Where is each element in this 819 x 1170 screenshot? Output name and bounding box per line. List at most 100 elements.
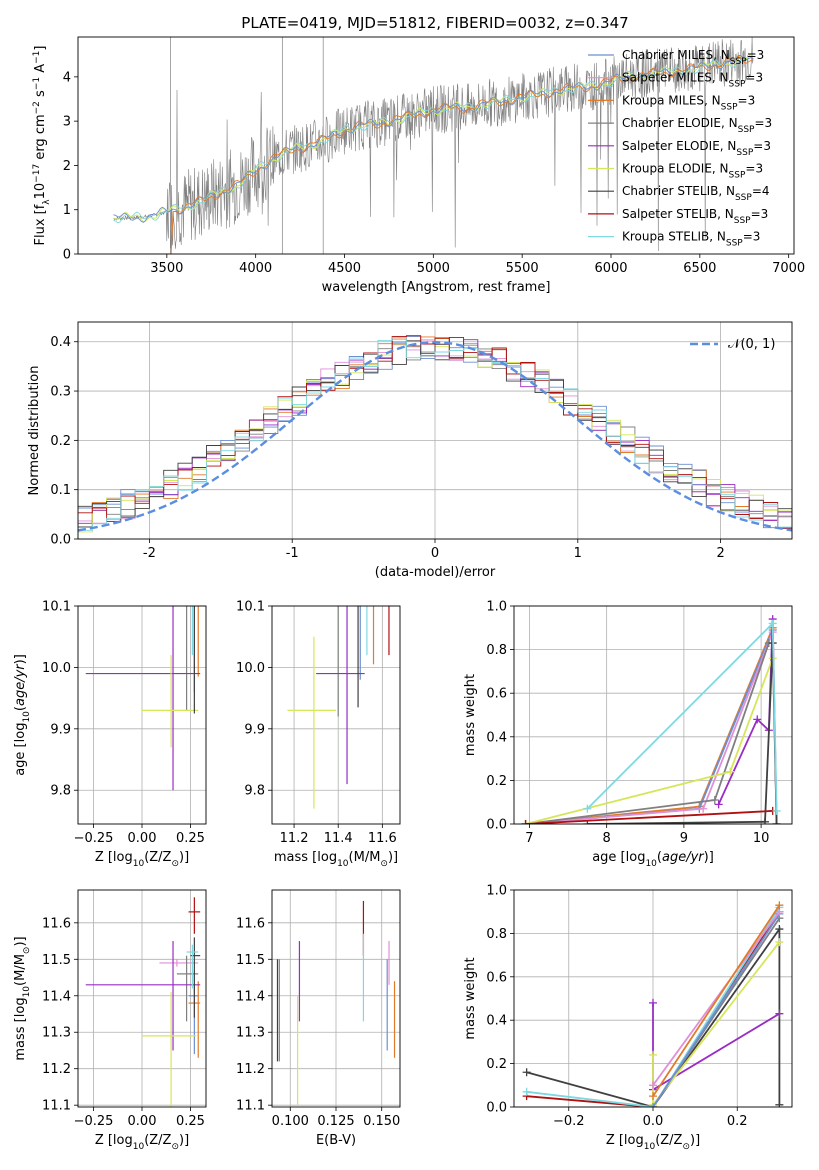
y-tick-label: 11.2: [42, 1062, 71, 1077]
plot-area-age_vs_Z: [85, 606, 201, 791]
x-tick-label: 10: [753, 831, 770, 846]
y-tick-label: 0.8: [486, 643, 507, 658]
legend-entry: Chabrier STELIB, NSSP=4: [622, 184, 770, 203]
series-marker: [775, 1100, 784, 1107]
y-tick-label: 0.4: [486, 730, 507, 745]
plot-area-mass_vs_ebv: [276, 900, 396, 1106]
axes-massweight_vs_Z: −0.2 0.0 0.2 0.0 0.2 0.4 0.6 0.8 1.0: [486, 884, 793, 1129]
series-marker: [760, 817, 769, 824]
y-tick-label: 2: [63, 159, 71, 174]
y-tick-label: 11.3: [42, 1026, 71, 1041]
series-line-chabrier_miles: [652, 913, 781, 1107]
x-tick-label: 7000: [772, 261, 805, 276]
x-axis-label: mass [log10(M/M⊙)]: [274, 850, 398, 869]
y-tick-label: 0.6: [486, 970, 507, 985]
plot-area-residuals: [78, 335, 792, 533]
y-axis-label: Flux [fλ10−17 erg cm−2 s−1 A−1]: [32, 46, 52, 246]
y-tick-label: 3: [63, 115, 71, 130]
y-tick-label: 11.4: [42, 989, 71, 1004]
y-tick-label: 11.5: [236, 953, 265, 968]
y-axis-label: mass weight: [463, 957, 478, 1039]
x-tick-label: 6000: [594, 261, 627, 276]
legend-entry: Kroupa ELODIE, NSSP=3: [622, 162, 763, 181]
x-tick-label: 0.00: [128, 1114, 157, 1129]
x-tick-label: −0.2: [553, 1114, 585, 1129]
series-marker: [699, 804, 708, 813]
y-tick-label: 11.6: [42, 916, 71, 931]
y-tick-label: 11.1: [42, 1099, 71, 1114]
series-marker: [649, 1081, 657, 1090]
legend-entry: 𝒩(0, 1): [728, 337, 775, 352]
series-marker: [522, 1087, 531, 1096]
y-tick-label: 11.2: [236, 1062, 265, 1077]
series-marker: [772, 820, 781, 824]
axes-frame: [77, 321, 793, 540]
x-axis-label: Z [log10(Z/Z⊙)]: [606, 1133, 700, 1152]
legend-entry: Chabrier ELODIE, NSSP=3: [622, 116, 772, 135]
y-tick-label: 0.0: [50, 533, 71, 548]
x-tick-label: 5000: [417, 261, 450, 276]
x-axis-label: wavelength [Angstrom, rest frame]: [322, 280, 551, 295]
normal-curve: [78, 340, 792, 532]
x-axis-label: Z [log10(Z/Z⊙)]: [95, 1133, 189, 1152]
series-marker: [649, 998, 657, 1007]
series-marker: [768, 619, 777, 628]
x-tick-label: 9: [680, 831, 688, 846]
x-tick-label: 11.6: [368, 831, 397, 846]
x-axis-label: E(B-V): [316, 1133, 356, 1148]
y-tick-label: 0.4: [50, 335, 71, 350]
plot-area-age_vs_mass: [287, 606, 390, 809]
series-marker: [649, 1092, 657, 1101]
axes-frame: [271, 605, 401, 825]
x-tick-label: 8: [603, 831, 611, 846]
x-tick-label: 5500: [506, 261, 539, 276]
x-tick-label: 7: [525, 831, 533, 846]
histogram-chabrier_stelib: [78, 336, 792, 517]
y-tick-label: 1.0: [486, 600, 507, 615]
series-line-kroupa_miles: [652, 904, 781, 1097]
series-marker: [753, 715, 762, 724]
y-tick-label: 0.8: [486, 927, 507, 942]
y-tick-label: 11.4: [236, 989, 265, 1004]
legend-entry: Salpeter ELODIE, NSSP=3: [622, 139, 771, 158]
y-axis-label: Normed distribution: [27, 366, 42, 496]
legend-entry: Kroupa MILES, NSSP=3: [622, 93, 755, 112]
y-tick-label: 0.6: [486, 687, 507, 702]
legend-entry: Salpeter STELIB, NSSP=3: [622, 207, 768, 226]
series-line-kroupa_elodie: [652, 941, 781, 1107]
y-tick-label: 9.9: [50, 722, 71, 737]
axes-age_vs_Z: −0.25 0.00 0.25 9.8 9.9 10.0 10.1: [42, 600, 207, 846]
x-axis-label: Z [log10(Z/Z⊙)]: [95, 850, 189, 869]
y-tick-label: 11.6: [236, 916, 265, 931]
series-line-salpeter_stelib: [525, 810, 773, 824]
x-axis-label: (data-model)/error: [375, 565, 496, 580]
x-tick-label: 0.25: [176, 1114, 205, 1129]
series-marker: [775, 1009, 784, 1018]
series-marker: [521, 820, 530, 824]
axes-frame: [77, 889, 207, 1108]
y-axis-label: mass [log10(M/M⊙)]: [13, 936, 32, 1060]
x-tick-label: 4000: [239, 261, 272, 276]
series-marker: [522, 1068, 531, 1077]
y-tick-label: 9.8: [244, 784, 265, 799]
x-tick-label: −0.25: [74, 1114, 114, 1129]
y-tick-label: 10.0: [236, 661, 265, 676]
series-marker: [714, 800, 723, 809]
legend-entry: Chabrier MILES, NSSP=3: [622, 48, 764, 67]
axes-frame: [77, 36, 795, 255]
y-tick-label: 0.2: [50, 434, 71, 449]
x-tick-label: 0: [431, 546, 439, 561]
axes-age_vs_mass: 11.2 11.4 11.6 9.8 9.9 10.0 10.1: [236, 600, 401, 846]
y-tick-label: 0.1: [50, 483, 71, 498]
x-tick-label: 0.25: [176, 831, 205, 846]
y-tick-label: 0.0: [486, 818, 507, 833]
x-tick-label: 0.00: [128, 831, 157, 846]
axes-residuals: -2 -1 0 1 2 0.0 0.1 0.2 0.3 0.4: [50, 321, 793, 561]
x-tick-label: 0.125: [317, 1114, 354, 1129]
series-line-chabrier_stelib: [587, 643, 778, 824]
legend-entry: Kroupa STELIB, NSSP=3: [622, 230, 760, 249]
series-marker: [775, 925, 784, 934]
x-tick-label: 4500: [328, 261, 361, 276]
axes-frame: [271, 889, 401, 1108]
